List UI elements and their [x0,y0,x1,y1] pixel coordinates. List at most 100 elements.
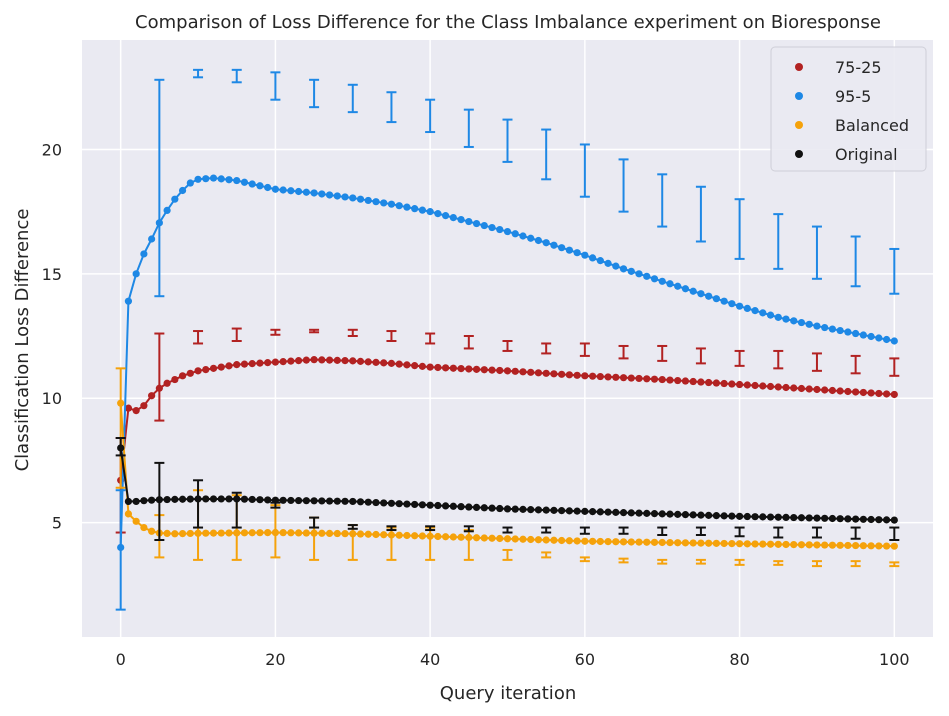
error-bar [386,330,397,342]
data-point [589,508,597,516]
data-point [248,180,256,188]
data-point [171,375,179,384]
data-point [372,198,380,206]
data-point [751,513,759,521]
data-point [681,377,690,385]
error-bar [154,332,165,422]
data-point [302,356,310,364]
data-point [728,300,736,308]
error-bar [579,342,590,357]
legend-label: Balanced [835,116,909,135]
legend-marker [795,121,803,129]
data-point [735,540,744,548]
legend-label: 75-25 [835,58,882,77]
data-point [836,326,844,335]
data-point [341,497,349,505]
data-point [581,372,589,380]
data-point [372,530,380,539]
data-point [488,223,496,232]
data-point [186,529,194,538]
error-bar [425,98,436,134]
data-point [790,540,798,549]
legend-item: Balanced [795,116,909,135]
error-bar [811,225,822,280]
error-bar [347,524,358,530]
data-point [766,540,775,548]
data-point [264,528,272,537]
data-point [596,537,604,546]
data-point [287,496,295,505]
data-point [542,536,550,544]
data-point [403,500,411,508]
data-point [426,532,434,540]
data-point [310,497,318,505]
data-point [596,372,604,381]
data-point [295,496,303,505]
data-point [364,530,372,538]
error-bar [115,367,126,489]
data-point [852,388,860,396]
error-bar [502,526,513,534]
series-95-5 [115,68,900,611]
data-point [117,444,125,452]
error-bar [463,525,474,533]
data-point [418,362,426,370]
data-point [349,357,357,365]
error-bar [773,560,784,566]
data-point [612,373,620,381]
data-point [194,175,202,183]
data-point [356,357,365,365]
data-point [836,541,844,549]
data-point [821,514,829,522]
data-point [380,499,388,507]
data-point [325,191,334,199]
data-point [534,236,543,245]
data-point [828,514,837,523]
data-point [488,504,496,512]
data-point [797,318,806,327]
data-point [573,507,581,515]
data-point [859,388,867,397]
error-bar [695,526,706,537]
data-point [790,317,798,325]
data-point [411,500,419,509]
data-point [426,208,434,216]
data-point [248,360,256,368]
data-point [140,523,148,532]
data-point [279,496,287,504]
data-point [735,512,744,520]
error-bar [309,516,320,529]
data-point [434,501,442,510]
data-point [759,513,767,521]
data-point [442,364,450,372]
data-point [163,206,171,214]
data-point [674,282,682,290]
error-bar [541,551,552,559]
series-balanced [115,367,900,568]
data-point [403,203,411,211]
data-point [589,537,597,545]
data-point [859,515,867,523]
data-point [511,230,519,238]
data-point [411,532,419,540]
data-point [542,369,550,377]
error-bar [309,78,320,109]
error-bar [541,128,552,181]
data-point [650,275,659,283]
data-point [890,390,898,399]
data-point [643,272,651,280]
data-point [163,495,171,504]
data-point [875,389,883,398]
x-tick-label: 20 [265,650,285,669]
data-point [612,508,620,516]
error-bar [657,344,668,362]
data-point [349,194,357,202]
data-point [318,497,326,505]
data-point [619,538,628,546]
data-point [712,539,720,547]
data-point [836,387,844,395]
data-point [697,539,705,547]
data-point [240,360,249,368]
data-point [171,195,179,203]
data-point [124,510,133,518]
